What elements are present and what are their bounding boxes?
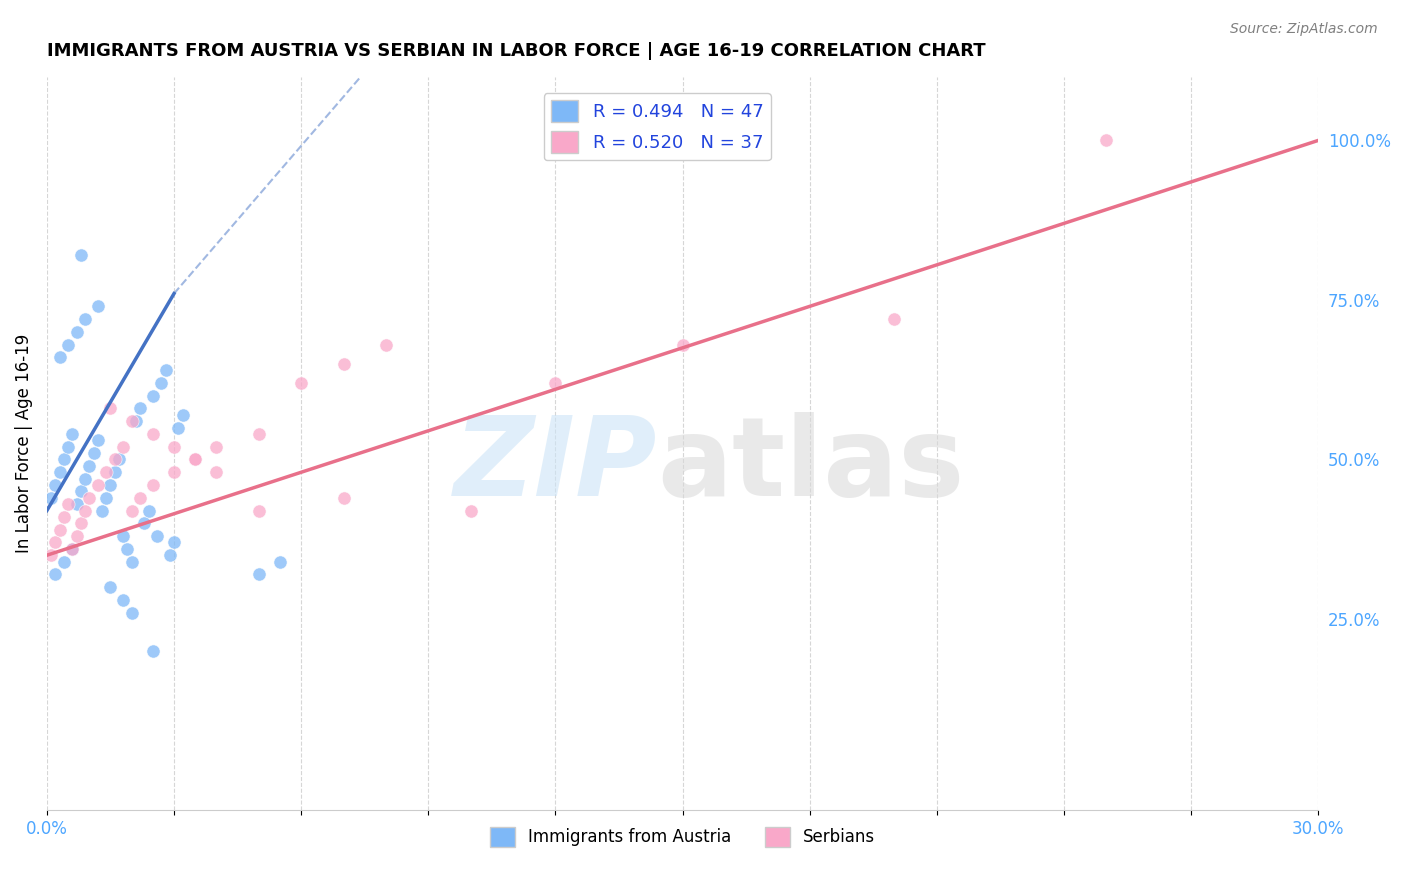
Point	[269, 555, 291, 569]
Point	[155, 363, 177, 377]
Point	[247, 503, 270, 517]
Point	[112, 529, 135, 543]
Point	[332, 491, 354, 505]
Point	[142, 478, 165, 492]
Point	[91, 503, 114, 517]
Point	[48, 523, 70, 537]
Point	[121, 555, 143, 569]
Point	[671, 337, 693, 351]
Point	[104, 465, 127, 479]
Point	[125, 414, 148, 428]
Point	[121, 606, 143, 620]
Point	[87, 478, 110, 492]
Text: ZIP: ZIP	[454, 412, 657, 519]
Point	[44, 535, 66, 549]
Point	[69, 248, 91, 262]
Point	[100, 580, 122, 594]
Point	[167, 420, 190, 434]
Point	[247, 427, 270, 442]
Point	[73, 312, 96, 326]
Point	[56, 440, 79, 454]
Point	[1095, 133, 1118, 147]
Text: Source: ZipAtlas.com: Source: ZipAtlas.com	[1230, 22, 1378, 37]
Point	[121, 414, 143, 428]
Point	[60, 541, 83, 556]
Point	[73, 472, 96, 486]
Point	[48, 351, 70, 365]
Point	[52, 555, 75, 569]
Point	[100, 401, 122, 416]
Point	[883, 312, 905, 326]
Point	[205, 440, 228, 454]
Legend: Immigrants from Austria, Serbians: Immigrants from Austria, Serbians	[484, 820, 882, 854]
Point	[146, 529, 169, 543]
Point	[460, 503, 482, 517]
Point	[290, 376, 312, 390]
Point	[60, 541, 83, 556]
Point	[39, 548, 62, 562]
Point	[65, 325, 87, 339]
Point	[44, 567, 66, 582]
Point	[163, 440, 186, 454]
Point	[52, 452, 75, 467]
Point	[56, 337, 79, 351]
Point	[65, 529, 87, 543]
Point	[112, 440, 135, 454]
Point	[184, 452, 207, 467]
Point	[134, 516, 156, 531]
Point	[150, 376, 173, 390]
Point	[48, 465, 70, 479]
Point	[104, 452, 127, 467]
Point	[163, 465, 186, 479]
Point	[112, 593, 135, 607]
Point	[44, 478, 66, 492]
Point	[117, 541, 139, 556]
Point	[65, 497, 87, 511]
Point	[184, 452, 207, 467]
Text: IMMIGRANTS FROM AUSTRIA VS SERBIAN IN LABOR FORCE | AGE 16-19 CORRELATION CHART: IMMIGRANTS FROM AUSTRIA VS SERBIAN IN LA…	[46, 42, 986, 60]
Point	[96, 491, 118, 505]
Point	[159, 548, 181, 562]
Point	[374, 337, 396, 351]
Point	[77, 491, 100, 505]
Point	[121, 503, 143, 517]
Point	[52, 510, 75, 524]
Point	[87, 434, 110, 448]
Point	[142, 389, 165, 403]
Point	[56, 497, 79, 511]
Point	[73, 503, 96, 517]
Point	[87, 299, 110, 313]
Point	[77, 458, 100, 473]
Y-axis label: In Labor Force | Age 16-19: In Labor Force | Age 16-19	[15, 334, 32, 553]
Point	[138, 503, 160, 517]
Point	[205, 465, 228, 479]
Point	[69, 484, 91, 499]
Point	[163, 535, 186, 549]
Point	[69, 516, 91, 531]
Point	[172, 408, 194, 422]
Text: atlas: atlas	[657, 412, 965, 519]
Point	[129, 491, 152, 505]
Point	[129, 401, 152, 416]
Point	[142, 644, 165, 658]
Point	[83, 446, 105, 460]
Point	[544, 376, 567, 390]
Point	[332, 357, 354, 371]
Point	[100, 478, 122, 492]
Point	[96, 465, 118, 479]
Point	[60, 427, 83, 442]
Point	[142, 427, 165, 442]
Point	[108, 452, 131, 467]
Point	[39, 491, 62, 505]
Point	[247, 567, 270, 582]
